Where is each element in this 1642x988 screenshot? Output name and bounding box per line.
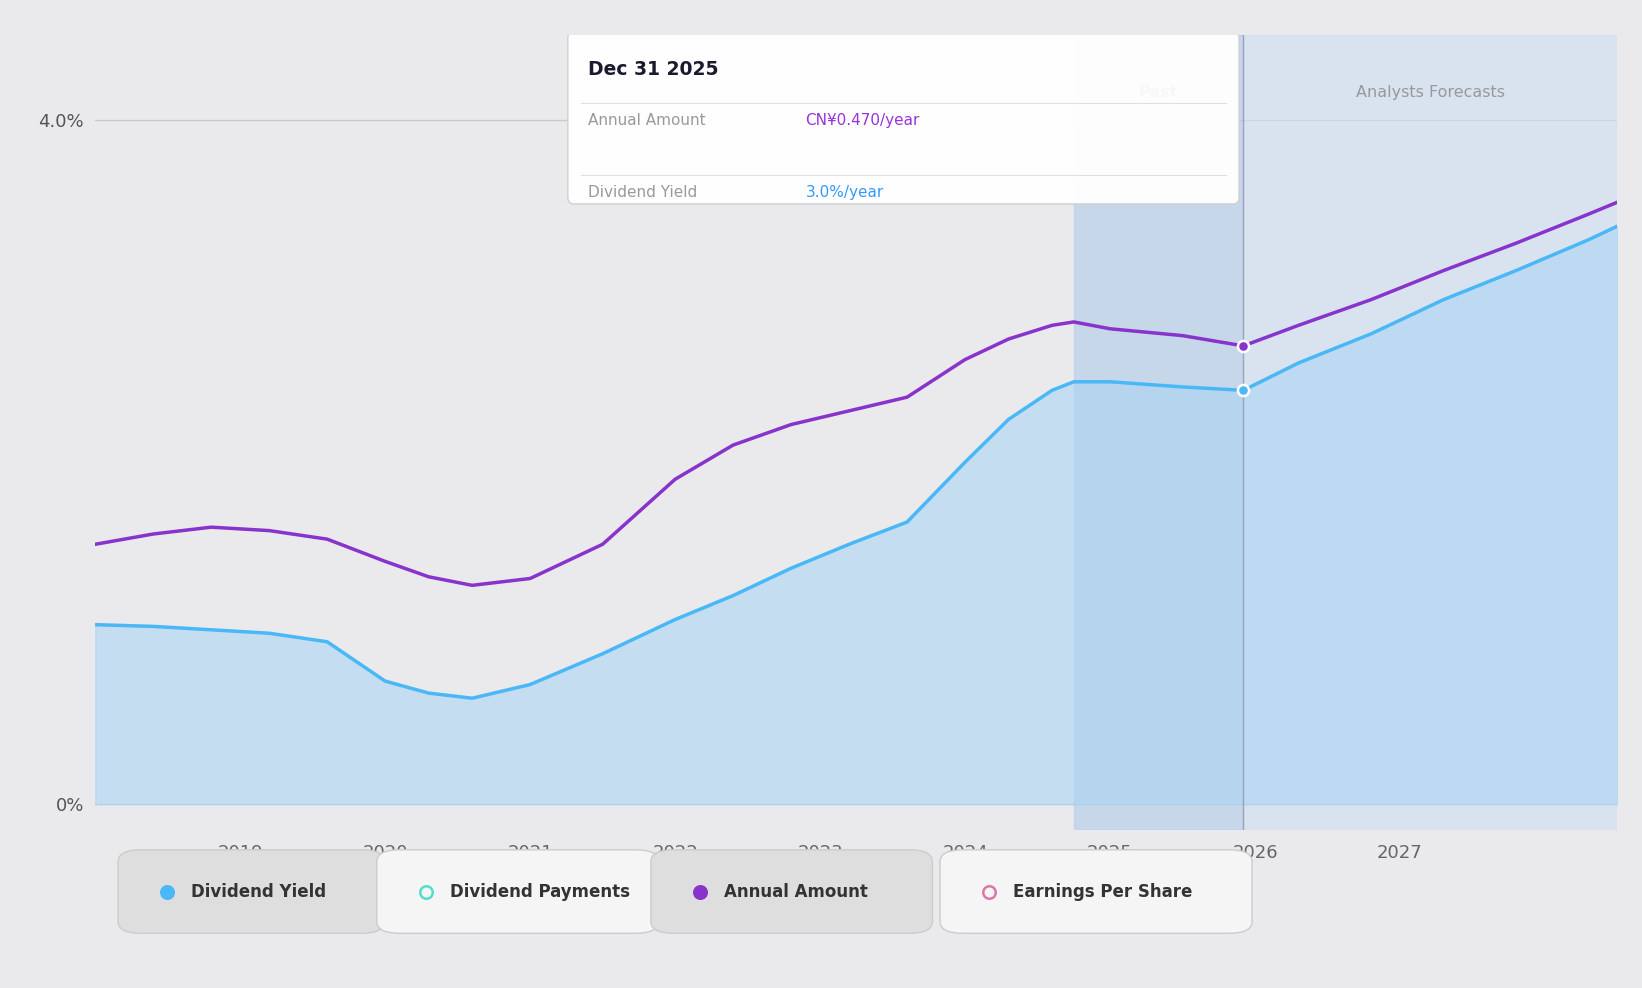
Text: Dividend Yield: Dividend Yield <box>588 185 698 201</box>
FancyBboxPatch shape <box>939 850 1253 934</box>
Text: Analysts Forecasts: Analysts Forecasts <box>1356 85 1504 100</box>
Text: Annual Amount: Annual Amount <box>724 882 867 900</box>
Bar <box>1074 35 1243 830</box>
Text: Annual Amount: Annual Amount <box>588 114 706 128</box>
Bar <box>1243 35 1617 830</box>
FancyBboxPatch shape <box>376 850 658 934</box>
Text: 3.0%/year: 3.0%/year <box>806 185 883 201</box>
FancyBboxPatch shape <box>568 32 1240 204</box>
Text: Earnings Per Share: Earnings Per Share <box>1013 882 1192 900</box>
Text: Past: Past <box>1140 85 1179 100</box>
Text: Dividend Payments: Dividend Payments <box>450 882 631 900</box>
FancyBboxPatch shape <box>118 850 384 934</box>
FancyBboxPatch shape <box>650 850 933 934</box>
Text: Dec 31 2025: Dec 31 2025 <box>588 60 719 79</box>
Text: Dividend Yield: Dividend Yield <box>190 882 327 900</box>
Text: CN¥0.470/year: CN¥0.470/year <box>806 114 920 128</box>
